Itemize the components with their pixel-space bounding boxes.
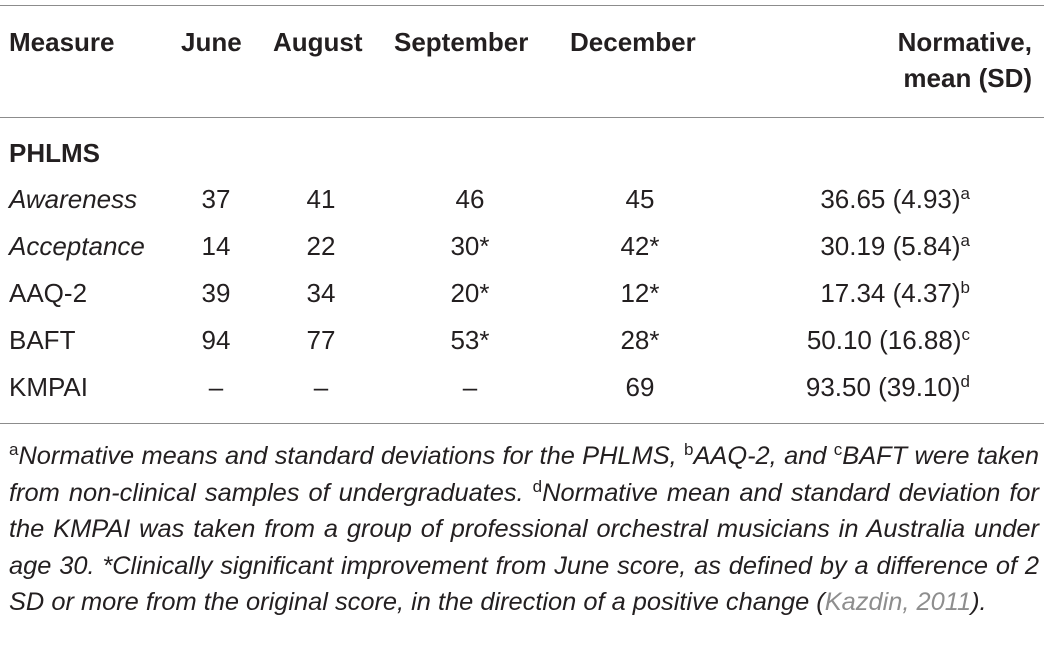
section-title-phlms: PHLMS bbox=[9, 138, 100, 168]
cell-august: 77 bbox=[306, 325, 336, 355]
footnote-b-marker: b bbox=[684, 440, 694, 459]
header-june: June bbox=[181, 27, 242, 57]
table-header-rule bbox=[0, 117, 1044, 118]
footnote-marker: a bbox=[960, 184, 970, 203]
cell-december: 45 bbox=[625, 184, 655, 214]
header-normative-line2: mean (SD) bbox=[903, 63, 1032, 93]
footnote-c-text: BAFT were taken from non-clinical sample… bbox=[9, 442, 1039, 507]
header-measure: Measure bbox=[9, 27, 115, 57]
footnote-a-marker: a bbox=[9, 440, 19, 459]
normative-value: 30.19 (5.84) bbox=[820, 231, 961, 261]
footnote-end-text: ). bbox=[971, 588, 987, 616]
row-label: AAQ-2 bbox=[9, 278, 88, 308]
table-row: Awareness 37 41 46 45 36.65 (4.93)a bbox=[0, 181, 1044, 217]
cell-september: 30* bbox=[450, 231, 490, 261]
header-december: December bbox=[570, 27, 696, 57]
cell-june: – bbox=[208, 372, 224, 402]
footnote-marker: b bbox=[960, 278, 970, 297]
normative-value: 93.50 (39.10) bbox=[805, 372, 961, 402]
cell-june: 14 bbox=[201, 231, 231, 261]
citation-link[interactable]: Kazdin, 2011 bbox=[824, 588, 972, 616]
table-row: AAQ-2 39 34 20* 12* 17.34 (4.37)b bbox=[0, 275, 1044, 311]
cell-august: 34 bbox=[306, 278, 336, 308]
cell-august: 41 bbox=[306, 184, 336, 214]
cell-june: 39 bbox=[201, 278, 231, 308]
table-row: KMPAI – – – 69 93.50 (39.10)d bbox=[0, 369, 1044, 405]
cell-september: – bbox=[462, 372, 478, 402]
header-august: August bbox=[273, 27, 363, 57]
cell-august: – bbox=[313, 372, 329, 402]
cell-september: 53* bbox=[450, 325, 490, 355]
cell-september: 46 bbox=[455, 184, 485, 214]
cell-december: 69 bbox=[625, 372, 655, 402]
normative-value: 50.10 (16.88) bbox=[806, 325, 962, 355]
cell-normative: 30.19 (5.84)a bbox=[760, 228, 970, 264]
row-label: KMPAI bbox=[9, 372, 88, 402]
header-september: September bbox=[394, 27, 529, 57]
row-label: BAFT bbox=[9, 325, 76, 355]
table-bottom-rule bbox=[0, 423, 1044, 424]
cell-normative: 93.50 (39.10)d bbox=[760, 369, 970, 405]
footnote-marker: c bbox=[961, 325, 971, 344]
row-label: Acceptance bbox=[9, 231, 145, 261]
cell-december: 28* bbox=[620, 325, 660, 355]
cell-august: 22 bbox=[306, 231, 336, 261]
table-footnotes: aNormative means and standard deviations… bbox=[9, 438, 1039, 621]
table-row: BAFT 94 77 53* 28* 50.10 (16.88)c bbox=[0, 322, 1044, 358]
cell-december: 12* bbox=[620, 278, 660, 308]
row-label: Awareness bbox=[9, 184, 138, 214]
footnote-marker: a bbox=[960, 231, 970, 250]
cell-september: 20* bbox=[450, 278, 490, 308]
normative-value: 17.34 (4.37) bbox=[820, 278, 961, 308]
footnote-marker: d bbox=[960, 372, 970, 391]
cell-normative: 50.10 (16.88)c bbox=[760, 322, 970, 358]
footnote-b-text: AAQ-2, and bbox=[693, 442, 834, 470]
table-row: Acceptance 14 22 30* 42* 30.19 (5.84)a bbox=[0, 228, 1044, 264]
cell-december: 42* bbox=[620, 231, 660, 261]
header-normative-line1: Normative, bbox=[897, 27, 1032, 57]
footnote-d-marker: d bbox=[532, 476, 543, 496]
cell-normative: 17.34 (4.37)b bbox=[760, 275, 970, 311]
normative-value: 36.65 (4.93) bbox=[820, 184, 961, 214]
cell-june: 94 bbox=[201, 325, 231, 355]
footnote-d-text: Normative mean and standard deviation fo… bbox=[9, 478, 1039, 617]
footnote-c-marker: c bbox=[833, 440, 843, 459]
table-top-rule bbox=[0, 5, 1044, 6]
header-normative: Normative, mean (SD) bbox=[770, 24, 1032, 96]
cell-normative: 36.65 (4.93)a bbox=[760, 181, 970, 217]
cell-june: 37 bbox=[201, 184, 231, 214]
footnote-a-text: Normative means and standard deviations … bbox=[18, 442, 685, 470]
